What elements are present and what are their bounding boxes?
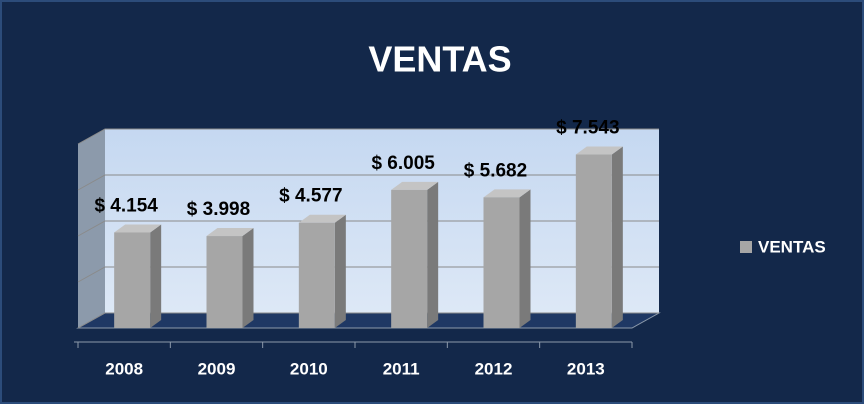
bar bbox=[391, 181, 439, 328]
floor bbox=[76, 312, 661, 329]
bar-front bbox=[114, 232, 151, 328]
bar bbox=[114, 224, 162, 328]
data-label: $ 5.682 bbox=[464, 160, 527, 181]
grid-line bbox=[77, 220, 659, 237]
chart-title: VENTAS bbox=[368, 39, 511, 80]
x-tick-label: 2013 bbox=[567, 359, 605, 378]
x-tick-label: 2010 bbox=[290, 359, 328, 378]
grid-line bbox=[77, 312, 659, 329]
bar-front bbox=[206, 236, 243, 328]
bar-side bbox=[334, 214, 346, 328]
bar bbox=[483, 189, 531, 328]
bar-side bbox=[427, 181, 439, 328]
grid-line bbox=[77, 266, 659, 283]
bar bbox=[575, 146, 623, 328]
grid-line bbox=[77, 174, 659, 191]
bar-top bbox=[391, 181, 439, 190]
bar-front bbox=[391, 189, 428, 328]
bar-top bbox=[483, 189, 531, 198]
x-tick-label: 2009 bbox=[198, 359, 236, 378]
x-tick-label: 2011 bbox=[383, 359, 420, 378]
grid-line bbox=[77, 128, 659, 145]
data-label: $ 6.005 bbox=[371, 153, 435, 174]
bar-front bbox=[298, 222, 335, 328]
bar-side bbox=[242, 228, 254, 328]
x-tick-label: 2008 bbox=[105, 359, 143, 378]
bar-side bbox=[611, 146, 623, 328]
bar bbox=[206, 228, 254, 328]
bar-front bbox=[483, 197, 520, 328]
data-label: $ 4.154 bbox=[94, 195, 158, 216]
bar-top bbox=[114, 224, 162, 233]
bar-top bbox=[206, 228, 254, 237]
data-label: $ 3.998 bbox=[187, 199, 250, 220]
bar bbox=[298, 214, 346, 328]
bar-side bbox=[519, 189, 531, 328]
bar-top bbox=[298, 214, 346, 223]
legend-swatch bbox=[740, 241, 752, 253]
legend-label: VENTAS bbox=[758, 237, 826, 256]
bar-top bbox=[575, 146, 623, 155]
bar-side bbox=[150, 224, 162, 328]
x-tick-label: 2012 bbox=[475, 359, 513, 378]
data-label: $ 4.577 bbox=[279, 186, 342, 207]
bar-front bbox=[575, 154, 612, 328]
data-label: $ 7.543 bbox=[556, 118, 619, 139]
